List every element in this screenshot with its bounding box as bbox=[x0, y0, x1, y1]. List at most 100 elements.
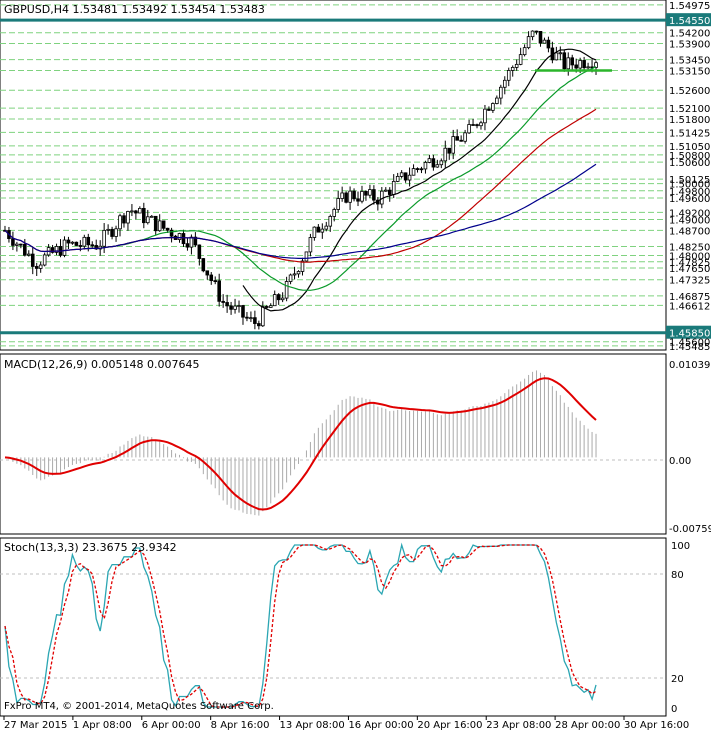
price-chart-panel[interactable]: GBPUSD,H4 1.53481 1.53492 1.53454 1.5348… bbox=[0, 0, 667, 351]
candle-body bbox=[11, 238, 15, 246]
stoch-d-line bbox=[4, 544, 597, 708]
candle-body bbox=[514, 63, 519, 68]
candle-body bbox=[300, 260, 305, 272]
candle-body bbox=[459, 139, 463, 142]
candle-body bbox=[142, 207, 146, 224]
time-axis-label: 13 Apr 08:00 bbox=[280, 720, 345, 731]
macd-panel[interactable]: MACD(12,26,9) 0.005148 0.007645 bbox=[0, 353, 667, 535]
time-axis-label: 1 Apr 08:00 bbox=[73, 720, 132, 731]
time-axis-label: 20 Apr 16:00 bbox=[417, 720, 482, 731]
candle-body bbox=[245, 316, 249, 319]
time-axis: 27 Mar 2015 1 Apr 08:00 6 Apr 00:00 8 Apr 1… bbox=[3, 716, 689, 731]
candle-body bbox=[62, 239, 67, 256]
candle-body bbox=[189, 236, 194, 248]
candle-body bbox=[264, 306, 269, 308]
candle-body bbox=[134, 210, 138, 214]
candle-body bbox=[30, 253, 35, 267]
candle-body bbox=[518, 54, 523, 65]
price-axis-label: 1.50600 bbox=[669, 158, 710, 169]
candle-body bbox=[229, 305, 233, 310]
time-axis-label: 23 Apr 08:00 bbox=[486, 720, 551, 731]
price-axis-label: 1.53900 bbox=[669, 40, 710, 51]
candle-body bbox=[70, 241, 75, 244]
price-axis-label: 1.45600 bbox=[669, 338, 710, 349]
candle-body bbox=[411, 168, 416, 176]
candle-body bbox=[356, 198, 360, 202]
candle-body bbox=[491, 103, 495, 111]
candle-body bbox=[352, 190, 356, 200]
candle-body bbox=[26, 253, 31, 256]
candle-body bbox=[157, 220, 162, 232]
macd-histogram bbox=[8, 370, 597, 516]
candle-body bbox=[23, 243, 27, 256]
candle-body bbox=[268, 305, 273, 308]
candle-body bbox=[149, 215, 154, 218]
candle-body bbox=[205, 270, 210, 276]
price-axis-label: 1.49600 bbox=[669, 194, 710, 205]
candle-body bbox=[276, 294, 281, 301]
candle-body bbox=[419, 168, 424, 171]
candle-body bbox=[499, 86, 503, 99]
stoch-axis-label-0: 0 bbox=[671, 704, 677, 715]
candle-body bbox=[153, 215, 158, 232]
candle-body bbox=[427, 158, 432, 163]
time-axis-label: 6 Apr 00:00 bbox=[142, 720, 201, 731]
candle-body bbox=[372, 189, 376, 201]
candle-body bbox=[201, 258, 206, 272]
candle-body bbox=[74, 241, 79, 246]
candle-body bbox=[510, 66, 515, 71]
candle-body bbox=[570, 57, 575, 66]
candle-body bbox=[439, 160, 444, 166]
candle-body bbox=[340, 192, 344, 199]
price-axis-label: 1.45850 bbox=[669, 329, 710, 340]
moving-average-line bbox=[4, 163, 597, 259]
candle-body bbox=[471, 124, 475, 126]
candle-body bbox=[447, 147, 452, 154]
price-axis-label: 1.50125 bbox=[669, 175, 710, 186]
candle-body bbox=[506, 70, 511, 81]
price-axis-label: 1.51425 bbox=[669, 128, 710, 139]
candle-body bbox=[130, 210, 134, 213]
candle-body bbox=[257, 323, 261, 327]
candle-body bbox=[487, 108, 491, 111]
candle-body bbox=[522, 47, 527, 56]
candle-body bbox=[165, 227, 170, 231]
candle-body bbox=[368, 189, 372, 196]
price-axis-label: 1.52100 bbox=[669, 104, 710, 115]
candle-body bbox=[566, 57, 571, 70]
candle-body bbox=[332, 209, 337, 217]
candle-body bbox=[526, 36, 531, 49]
price-axis-label: 1.54200 bbox=[669, 29, 710, 40]
price-axis-label: 1.45485 bbox=[669, 342, 710, 353]
price-axis-label: 1.51050 bbox=[669, 142, 710, 153]
candle-body bbox=[451, 136, 456, 154]
price-axis-label: 1.48000 bbox=[669, 251, 710, 262]
candle-body bbox=[546, 39, 551, 49]
price-axis-label: 1.53450 bbox=[669, 56, 710, 67]
candle-body bbox=[483, 108, 487, 124]
candle-body bbox=[209, 274, 214, 282]
horizontal-levels[interactable] bbox=[0, 18, 666, 335]
candle-body bbox=[443, 147, 448, 162]
candle-body bbox=[19, 243, 23, 246]
candle-body bbox=[145, 216, 150, 224]
candle-body bbox=[530, 30, 535, 38]
price-axis-label: 1.46612 bbox=[669, 301, 710, 312]
candle-body bbox=[360, 191, 364, 202]
candle-body bbox=[261, 306, 265, 327]
price-axis-label: 1.49800 bbox=[669, 187, 710, 198]
price-axis-label: 1.47650 bbox=[669, 264, 710, 275]
price-axis-label: 1.54550 bbox=[669, 16, 710, 27]
candle-body bbox=[169, 229, 174, 237]
candle-body bbox=[197, 244, 202, 259]
stochastic-panel[interactable]: Stoch(13,3,3) 23.3675 23.9342 FxPro MT4,… bbox=[0, 537, 667, 717]
candle-body bbox=[177, 233, 182, 240]
candle-body bbox=[54, 246, 59, 253]
candle-body bbox=[542, 39, 547, 44]
candle-body bbox=[304, 251, 309, 262]
stoch-axis: 100 80 20 0 bbox=[671, 541, 690, 715]
candle-body bbox=[435, 164, 440, 168]
candle-body bbox=[221, 300, 225, 303]
price-axis-label: 1.47325 bbox=[669, 276, 710, 287]
